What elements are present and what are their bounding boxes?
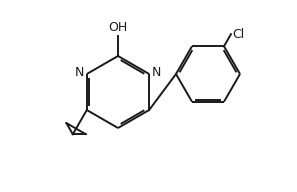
Text: Cl: Cl bbox=[232, 28, 244, 41]
Text: N: N bbox=[75, 66, 84, 79]
Text: OH: OH bbox=[108, 21, 128, 34]
Text: N: N bbox=[152, 66, 162, 79]
